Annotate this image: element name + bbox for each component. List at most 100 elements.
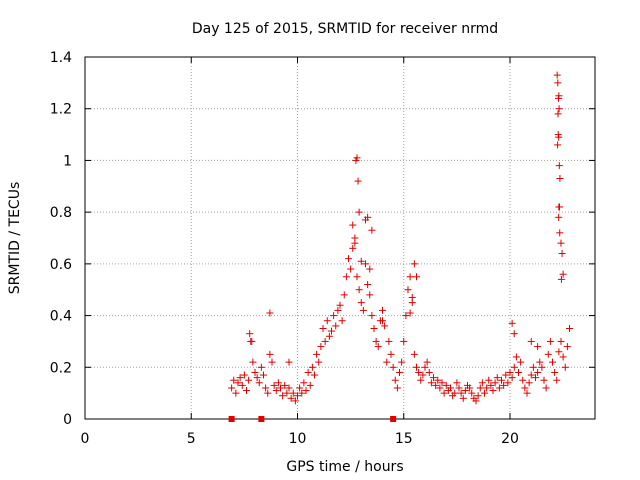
data-point <box>389 363 397 371</box>
data-point <box>404 286 412 294</box>
data-point <box>364 281 372 289</box>
data-point <box>504 379 512 387</box>
data-point <box>430 374 437 382</box>
data-point <box>553 71 561 79</box>
data-point <box>325 332 333 340</box>
data-point <box>556 175 564 183</box>
data-point <box>500 381 508 389</box>
data-point <box>308 363 316 371</box>
data-point <box>255 379 263 387</box>
data-point <box>379 306 386 314</box>
data-point <box>366 265 374 273</box>
data-point <box>383 358 391 366</box>
data-point <box>294 392 301 400</box>
data-point <box>332 322 340 330</box>
data-point <box>485 376 493 384</box>
data-point <box>556 203 564 211</box>
data-point <box>440 389 448 397</box>
data-point <box>442 381 450 389</box>
data-point <box>251 368 259 376</box>
data-point <box>523 389 531 397</box>
data-point <box>340 291 348 299</box>
data-point <box>476 384 484 392</box>
data-point <box>342 273 350 281</box>
data-point <box>285 358 293 366</box>
data-point <box>349 244 357 252</box>
zero-value-marker <box>258 416 265 422</box>
data-point <box>508 319 516 327</box>
data-point <box>279 392 287 400</box>
data-point <box>554 94 562 102</box>
data-point <box>502 371 510 379</box>
data-point <box>355 208 363 216</box>
data-point <box>474 392 482 400</box>
ticks: 0 0.2 0.4 0.6 0.8 1 1.2 1.4 0 5 10 15 20 <box>50 50 595 447</box>
data-point <box>368 312 376 320</box>
data-point <box>554 141 562 149</box>
data-point <box>557 239 565 247</box>
data-point <box>532 374 539 382</box>
data-point <box>330 312 338 320</box>
data-point <box>554 110 562 118</box>
data-point <box>391 376 399 384</box>
data-point <box>555 133 563 141</box>
x-axis-label: GPS time / hours <box>286 459 403 475</box>
data-point <box>457 389 465 397</box>
data-point <box>527 337 535 345</box>
data-point <box>561 363 569 371</box>
data-point <box>260 371 267 379</box>
data-point <box>328 327 335 335</box>
data-point <box>489 387 497 395</box>
data-point <box>349 221 357 229</box>
data-point <box>451 389 459 397</box>
data-point <box>557 337 565 345</box>
data-point <box>264 389 272 397</box>
data-point <box>353 154 361 162</box>
data-point <box>519 376 527 384</box>
data-point <box>359 306 367 314</box>
y-tick-label: 0.2 <box>50 360 72 376</box>
plot-frame <box>84 56 596 420</box>
data-point <box>317 343 325 351</box>
data-points <box>228 71 573 422</box>
data-point <box>268 358 276 366</box>
data-point <box>281 381 289 389</box>
data-point <box>272 387 280 395</box>
data-point <box>246 330 254 338</box>
zero-value-marker <box>390 416 397 422</box>
data-point <box>248 337 256 345</box>
chart-title: Day 125 of 2015, SRMTID for receiver nrm… <box>192 21 498 37</box>
data-point <box>406 309 414 317</box>
data-point <box>427 379 435 387</box>
data-point <box>553 376 561 384</box>
data-point <box>415 368 423 376</box>
data-point <box>315 358 323 366</box>
data-point <box>304 368 312 376</box>
data-point <box>306 381 314 389</box>
data-point <box>313 350 321 358</box>
data-point <box>338 317 346 325</box>
data-point <box>230 376 238 384</box>
data-point <box>563 343 571 351</box>
data-point <box>234 379 242 387</box>
data-point <box>270 381 278 389</box>
data-point <box>510 363 518 371</box>
data-point <box>495 384 503 392</box>
data-point <box>243 387 250 395</box>
data-point <box>374 343 382 351</box>
data-point <box>291 397 299 405</box>
data-point <box>285 384 293 392</box>
data-point <box>311 371 318 379</box>
data-point <box>438 379 446 387</box>
y-tick-label: 0.6 <box>50 257 72 273</box>
data-point <box>421 363 429 371</box>
data-point <box>566 325 573 332</box>
data-point <box>512 353 520 361</box>
data-point <box>228 384 236 392</box>
data-point <box>481 389 488 397</box>
x-tick-label: 5 <box>187 431 196 447</box>
data-point <box>515 368 522 376</box>
data-point <box>559 270 567 278</box>
